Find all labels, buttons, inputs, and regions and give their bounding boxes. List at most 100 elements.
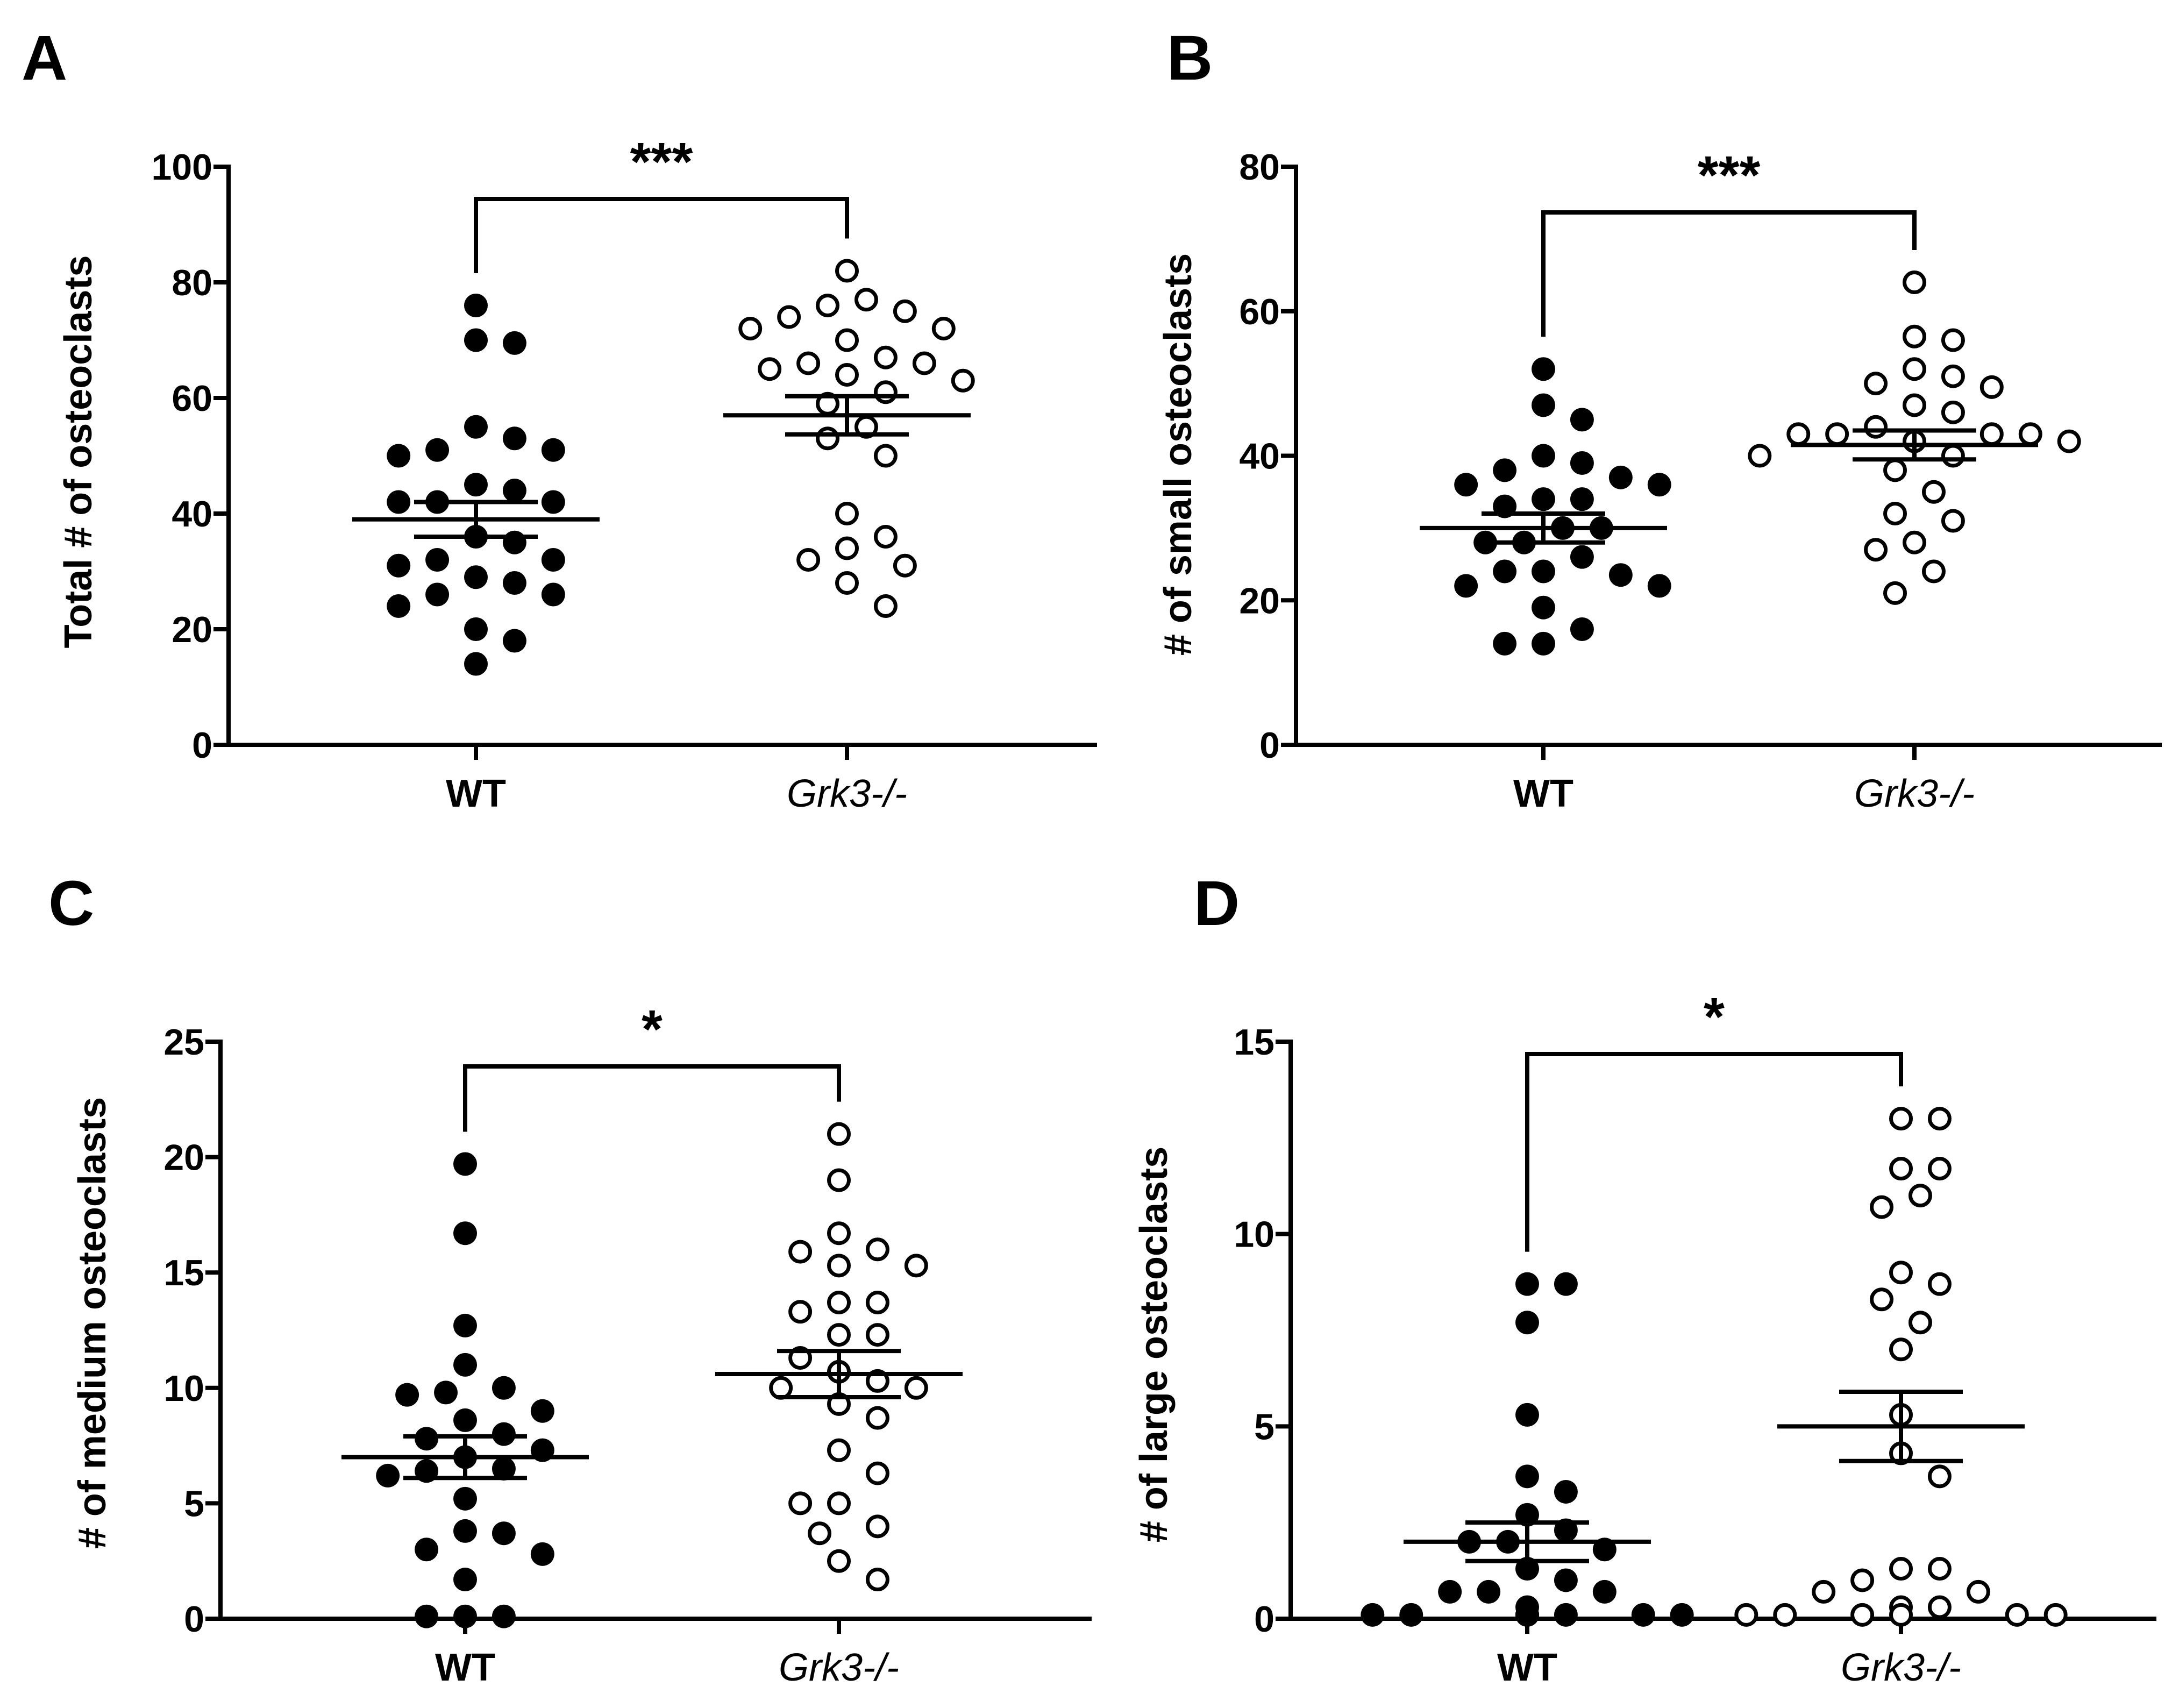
data-point-a [912, 351, 936, 375]
data-point-b [1532, 444, 1555, 468]
data-point-d [1966, 1579, 1990, 1604]
data-point-b [1454, 473, 1478, 497]
data-point-a [835, 328, 859, 352]
data-point-d [1889, 1261, 1913, 1285]
data-point-d [1554, 1603, 1578, 1627]
data-point-c [415, 1427, 439, 1451]
data-point-b [1903, 357, 1926, 381]
data-point-b [1941, 400, 1965, 424]
data-point-c [453, 1313, 477, 1337]
data-point-c [453, 1221, 477, 1246]
significance-label-a: *** [630, 132, 693, 192]
significance-label-d: * [1704, 987, 1725, 1047]
data-point-a [541, 490, 565, 514]
data-point-b [1941, 444, 1965, 468]
data-point-c [865, 1323, 889, 1347]
y-tick-label-b: 80 [1239, 147, 1280, 188]
significance-bracket-a [474, 197, 849, 273]
data-point-a [835, 363, 859, 387]
data-point-b [1921, 559, 1946, 583]
data-point-d [1889, 1603, 1913, 1627]
data-point-d [1889, 1337, 1913, 1362]
data-point-b [1647, 574, 1671, 598]
data-point-c [453, 1152, 477, 1176]
data-point-b [1608, 563, 1633, 587]
significance-bracket-d [1525, 1052, 1903, 1252]
data-point-c [865, 1514, 889, 1539]
significance-label-b: *** [1698, 145, 1761, 205]
data-point-d [1850, 1603, 1875, 1627]
data-point-d [1889, 1557, 1913, 1581]
data-point-a [464, 415, 488, 439]
data-point-a [464, 565, 488, 589]
x-category-label-c: WT [435, 1646, 495, 1689]
data-point-c [530, 1399, 554, 1423]
x-category-label-b: Grk3-/- [1854, 772, 1975, 815]
data-point-a [777, 305, 801, 329]
panel-letter-d: D [1194, 868, 1240, 939]
y-tick-label-a: 20 [172, 609, 212, 650]
y-tick-label-c: 5 [184, 1483, 204, 1524]
data-point-d [1908, 1311, 1932, 1335]
data-point-a [502, 331, 526, 355]
data-point-c [453, 1486, 477, 1511]
data-point-c [415, 1538, 439, 1562]
data-point-b [1608, 465, 1633, 489]
data-point-b [1532, 393, 1555, 417]
y-tick-label-d: 10 [1234, 1214, 1274, 1255]
data-point-a [541, 438, 565, 462]
data-point-d [1927, 1272, 1952, 1296]
y-tick-label-a: 0 [192, 725, 212, 766]
data-point-b [1454, 574, 1478, 598]
data-point-a [835, 502, 859, 525]
data-point-c [827, 1491, 851, 1515]
data-point-a [738, 317, 763, 340]
data-point-b [1825, 422, 1849, 446]
data-point-c [530, 1542, 554, 1566]
data-point-c [788, 1300, 813, 1324]
y-tick-label-c: 10 [163, 1368, 204, 1409]
data-point-b [1570, 545, 1594, 569]
data-point-b [1532, 559, 1555, 583]
data-point-d [2005, 1603, 2029, 1627]
x-category-label-a: WT [446, 772, 506, 815]
data-point-a [502, 629, 526, 653]
data-point-b [1570, 617, 1594, 641]
y-axis-label-a: Total # of osteoclasts [57, 255, 100, 649]
data-point-c [788, 1240, 813, 1264]
data-point-a [425, 548, 450, 572]
data-point-a [893, 299, 917, 323]
panel-letter-b: B [1167, 23, 1213, 94]
data-point-a [835, 571, 859, 595]
data-point-c [904, 1254, 928, 1278]
data-point-d [1927, 1157, 1952, 1181]
data-point-b [1864, 415, 1888, 439]
data-point-a [502, 571, 526, 595]
y-axis-label-d: # of large osteoclasts [1133, 1147, 1176, 1542]
data-point-d [1554, 1272, 1578, 1296]
data-point-c [453, 1519, 477, 1543]
y-tick-label-c: 25 [163, 1022, 204, 1063]
y-tick-label-d: 0 [1254, 1599, 1274, 1640]
data-point-c [434, 1380, 458, 1405]
data-point-c [865, 1290, 889, 1314]
significance-bracket-b [1541, 210, 1917, 337]
data-point-d [1515, 1403, 1539, 1427]
y-tick-label-a: 60 [172, 378, 212, 419]
data-point-a [816, 294, 840, 317]
x-category-label-c: Grk3-/- [779, 1646, 899, 1689]
y-tick-label-b: 0 [1259, 725, 1280, 766]
data-point-a [541, 582, 565, 607]
data-point-c [395, 1383, 419, 1407]
data-point-a [502, 530, 526, 554]
data-point-d [1399, 1603, 1423, 1627]
data-point-d [1927, 1107, 1952, 1131]
data-point-d [1870, 1287, 1894, 1312]
y-tick-label-c: 20 [163, 1137, 204, 1178]
panel-b: B # of small osteoclasts 0 20 40 60 80 WT Grk3… [1157, 23, 2162, 815]
data-point-b [1532, 595, 1555, 620]
data-point-a [873, 380, 898, 404]
data-point-c [453, 1568, 477, 1592]
data-point-c [904, 1376, 928, 1400]
data-point-a [387, 490, 411, 514]
